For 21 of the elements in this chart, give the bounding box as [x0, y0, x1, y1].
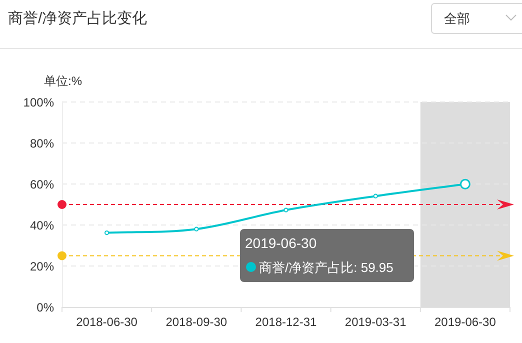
dropdown: 全部 — [431, 3, 522, 34]
x-tick-label: 2018-06-30 — [76, 315, 138, 329]
y-tick-label: 0% — [36, 300, 54, 314]
y-tick-label: 40% — [30, 218, 54, 232]
chart-title: 商誉/净资产占比变化 — [8, 10, 148, 27]
y-tick-label: 100% — [23, 96, 54, 110]
y-tick-label: 20% — [30, 260, 54, 274]
point — [194, 226, 199, 232]
annotation: 商誉/净资产占比: 59.95 — [259, 260, 394, 275]
x-tick-label: 2018-12-31 — [255, 315, 318, 329]
point — [284, 208, 288, 212]
x-tick-label: 2019-06-30 — [434, 315, 496, 329]
x-tick-label: 2018-09-30 — [166, 315, 228, 329]
annotation: 2019-06-30 — [245, 235, 317, 251]
y-tick-label: 60% — [30, 178, 54, 192]
point — [104, 230, 110, 236]
point — [373, 194, 378, 198]
tooltip: 2019-06-30 商誉/净资产占比: 59.95 — [240, 229, 414, 282]
x-tick-label: 2019-03-31 — [344, 315, 407, 329]
y-axis-title: 单位:% — [44, 74, 82, 88]
y-tick-label: 80% — [30, 136, 54, 150]
